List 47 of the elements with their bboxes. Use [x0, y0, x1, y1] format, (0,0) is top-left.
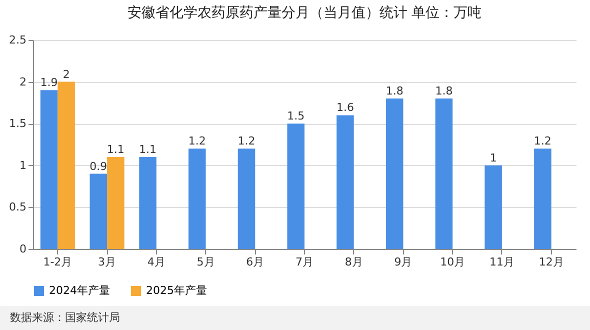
- data-label: 1.2: [188, 134, 206, 148]
- bar: [107, 157, 124, 249]
- bar: [435, 98, 453, 249]
- bar: [484, 165, 502, 249]
- data-label: 0.9: [90, 160, 108, 173]
- y-tick-label: 1: [20, 158, 26, 172]
- x-tick-label: 7月: [296, 256, 314, 268]
- bar: [58, 82, 75, 249]
- x-tick-label: 6月: [246, 256, 264, 268]
- bar: [40, 90, 58, 249]
- bar: [139, 157, 156, 249]
- source-note: 数据来源：国家统计局: [0, 306, 590, 330]
- x-tick-label: 12月: [538, 256, 564, 268]
- bar: [90, 174, 108, 249]
- bar: [534, 148, 552, 249]
- data-label: 1.1: [106, 143, 124, 156]
- chart-title: 安徽省化学农药原药产量分月（当月值）统计 单位：万吨: [127, 5, 482, 21]
- y-tick-label: 0.5: [9, 200, 26, 214]
- data-label: 1: [490, 151, 497, 164]
- x-tick-label: 8月: [344, 256, 363, 268]
- data-label: 2: [62, 68, 70, 81]
- legend-label: 2025年产量: [146, 284, 207, 297]
- data-label: 1.2: [238, 134, 256, 148]
- data-label: 1.8: [435, 84, 453, 98]
- bar: [386, 98, 404, 249]
- data-label: 1.2: [534, 134, 552, 148]
- y-tick-label: 2.5: [9, 34, 26, 46]
- data-label: 1.5: [287, 110, 305, 123]
- x-tick-label: 5月: [196, 256, 215, 268]
- data-label: 1.8: [386, 84, 404, 98]
- y-tick-label: 1.5: [9, 117, 26, 130]
- data-label: 1.9: [40, 76, 58, 90]
- bar: [287, 124, 304, 249]
- legend-label: 2024年产量: [49, 284, 110, 297]
- data-label: 1.6: [336, 101, 354, 114]
- x-tick-label: 9月: [394, 256, 412, 268]
- x-tick-label: 3月: [98, 256, 116, 268]
- data-label: 1.1: [139, 143, 157, 156]
- x-tick-label: 1-2月: [43, 256, 72, 268]
- y-tick-label: 0: [20, 242, 26, 256]
- x-tick-label: 11月: [489, 256, 514, 268]
- x-tick-label: 4月: [147, 256, 166, 268]
- bar: [188, 148, 206, 249]
- bar: [238, 148, 256, 249]
- y-tick-label: 2: [20, 75, 26, 88]
- bar: [336, 115, 354, 249]
- x-tick-label: 10月: [440, 256, 466, 268]
